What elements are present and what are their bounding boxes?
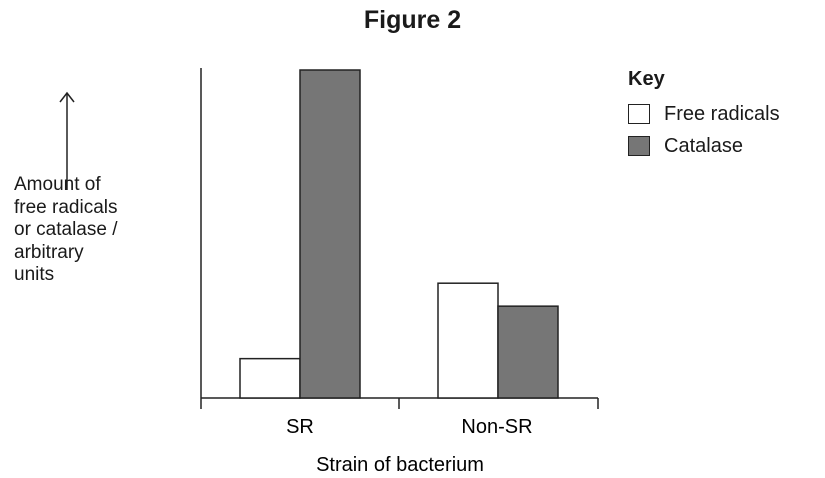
x-tick-label: Non-SR [461, 416, 532, 438]
y-axis-label: Amount of free radicals or catalase / ar… [14, 174, 118, 287]
legend-swatch-free-radicals [628, 104, 650, 124]
x-tick-label: SR [286, 416, 314, 438]
legend-label: Catalase [664, 134, 743, 157]
bar-catalase-non-sr [497, 305, 559, 399]
legend: Key Free radicals Catalase [628, 68, 780, 165]
legend-title: Key [628, 68, 665, 90]
bar-catalase-sr [299, 69, 361, 399]
x-axis-title: Strain of bacterium [316, 454, 484, 476]
legend-item: Catalase [628, 133, 780, 159]
legend-item: Free radicals [628, 101, 780, 127]
y-axis-arrow-icon [59, 91, 75, 190]
figure-title: Figure 2 [363, 6, 462, 34]
y-axis-label-line: or catalase / [14, 219, 118, 240]
y-axis-label-line: arbitrary [14, 241, 84, 263]
y-axis-label-line: free radicals [14, 196, 118, 218]
legend-label: Free radicals [664, 102, 780, 125]
y-axis-label-line: units [14, 264, 55, 285]
bar-free-radicals-sr [239, 357, 301, 399]
bar-free-radicals-non-sr [437, 282, 499, 399]
legend-swatch-catalase [628, 136, 650, 156]
y-axis-label-line: Amount of [14, 174, 101, 195]
